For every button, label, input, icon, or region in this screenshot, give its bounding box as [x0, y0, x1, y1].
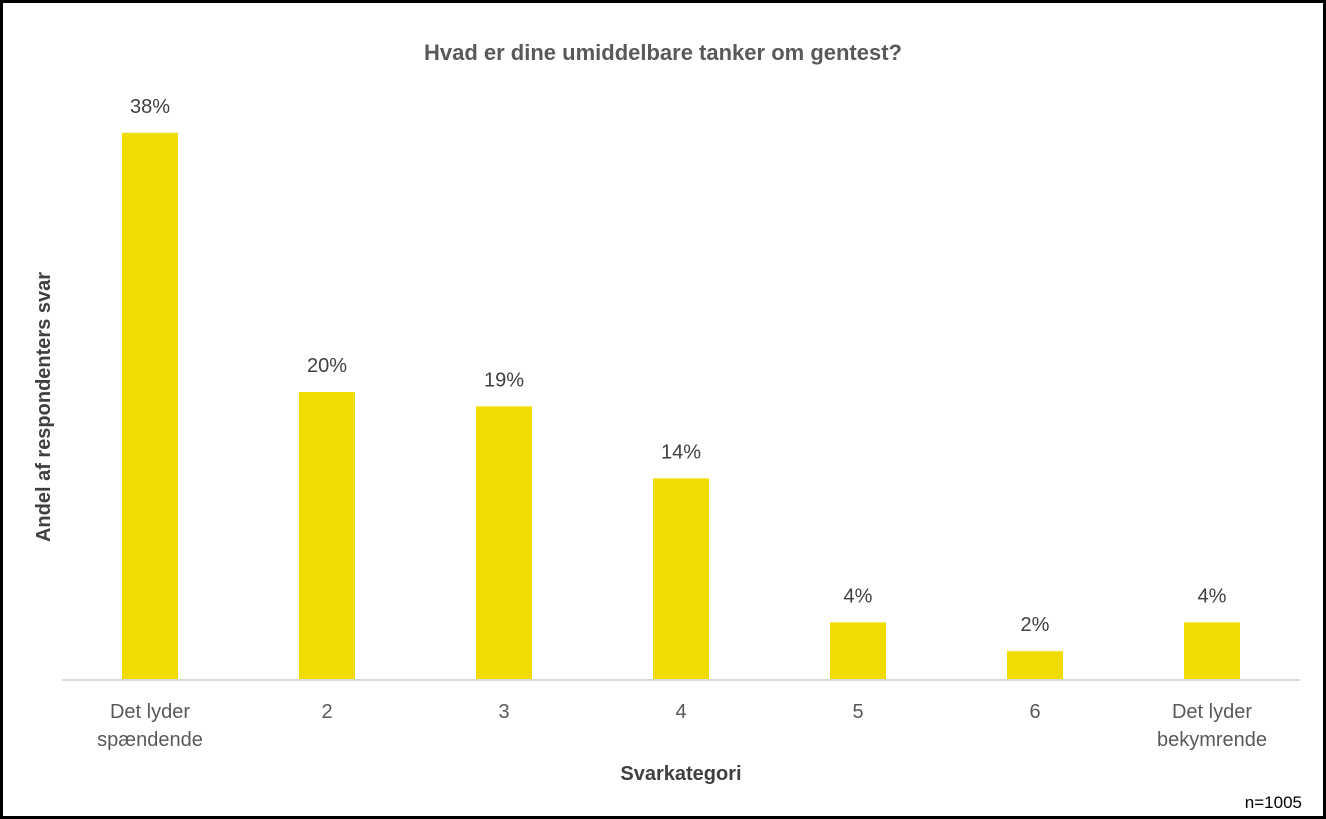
bar-6 — [1007, 651, 1063, 680]
bar-2 — [299, 392, 355, 680]
bar-4 — [653, 478, 709, 680]
x-tick-label-1-line-2: spændende — [97, 729, 203, 751]
data-label-6: 2% — [1021, 614, 1050, 636]
bar-3 — [476, 406, 532, 680]
sample-size-note: n=1005 — [1245, 793, 1302, 812]
data-label-3: 19% — [484, 369, 524, 391]
x-axis-title: Svarkategori — [620, 763, 741, 785]
x-tick-label-7-line-2: bekymrende — [1157, 729, 1267, 751]
x-tick-label-4: 4 — [675, 701, 686, 723]
x-tick-label-3: 3 — [498, 701, 509, 723]
x-tick-label-5: 5 — [852, 701, 863, 723]
data-label-4: 14% — [661, 441, 701, 463]
x-tick-label-2: 2 — [321, 701, 332, 723]
bar-1 — [122, 132, 178, 681]
y-axis-title: Andel af respondenters svar — [33, 272, 55, 542]
data-label-5: 4% — [844, 585, 873, 607]
bar-5 — [830, 622, 886, 680]
data-label-1: 38% — [130, 96, 170, 118]
data-label-2: 20% — [307, 355, 347, 377]
data-label-7: 4% — [1198, 585, 1227, 607]
bars-layer: 38% Det lyder spændende 20% 2 19% 3 14% 4 4% 5 2% 6 4… — [97, 96, 1267, 751]
x-tick-label-6: 6 — [1029, 701, 1040, 723]
bar-7 — [1184, 622, 1240, 680]
chart-title: Hvad er dine umiddelbare tanker om gente… — [424, 40, 902, 65]
x-tick-label-1-line-1: Det lyder — [110, 701, 190, 723]
x-tick-label-7-line-1: Det lyder — [1172, 701, 1252, 723]
